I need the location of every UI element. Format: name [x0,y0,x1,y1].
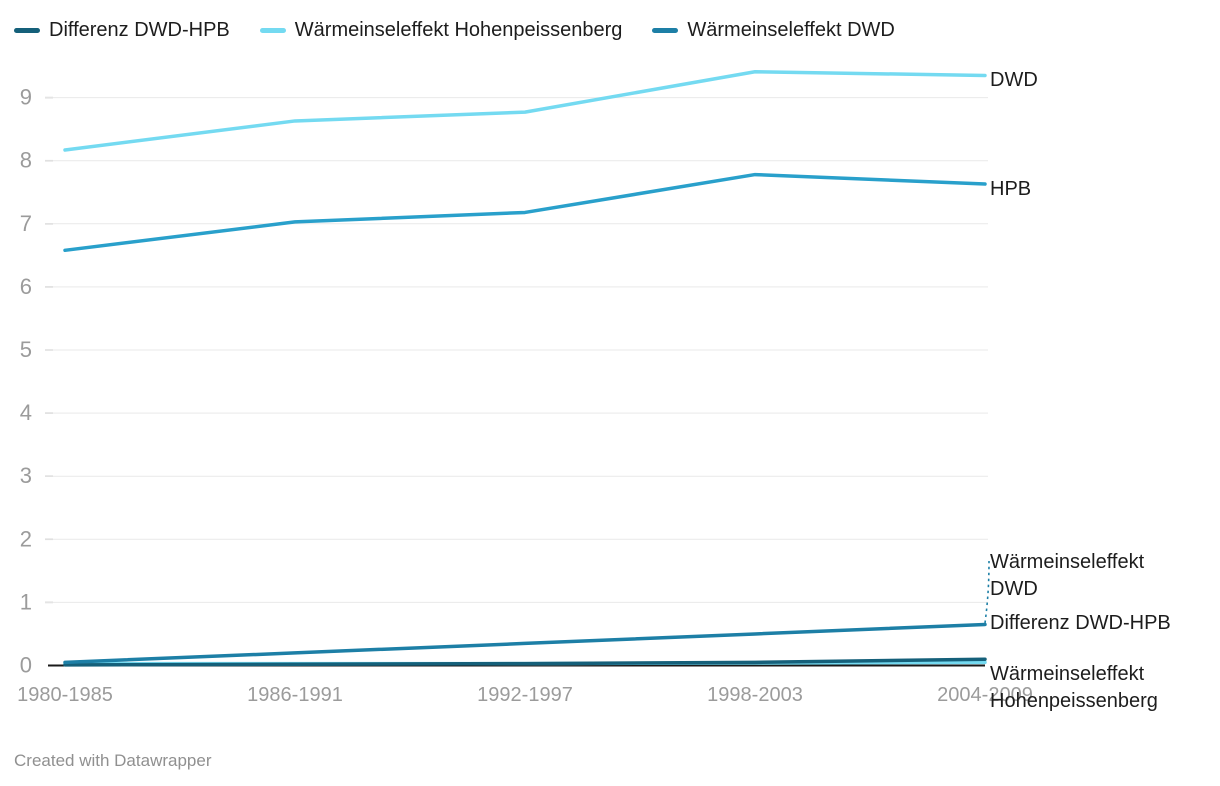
series-end-label-dwd: DWD [990,69,1038,91]
datawrapper-credit: Created with Datawrapper [14,751,212,770]
series-line-hpb [63,172,987,253]
y-tick-label: 2 [20,526,32,551]
legend-swatch-icon [259,27,286,33]
legend: Differenz DWD-HPB Wärmeinseleffekt Hohen… [14,18,895,42]
series-end-label-waermeinseleffekt-hohenpeissenberg: Wärmeinseleffekt Hohenpeissenberg [990,663,1158,712]
y-tick-label: 0 [20,653,32,678]
series-line-w-rmeinseleffekt-dwd [63,622,987,665]
y-tick-label: 6 [20,274,32,299]
legend-item-label: Wärmeinseleffekt DWD [687,19,895,41]
label-leader-line [984,560,990,624]
series-end-label-waermeinseleffekt-dwd: Wärmeinseleffekt DWD [990,551,1145,600]
y-tick-label: 3 [20,463,32,488]
y-tick-label: 7 [20,211,32,236]
series-line-dwd [63,69,987,152]
legend-swatch-icon [652,27,679,33]
x-tick-label: 1986-1991 [247,684,343,706]
x-tick-label: 1980-1985 [17,684,113,706]
legend-item-differenz-dwd-hpb: Differenz DWD-HPB [14,18,230,42]
legend-item-label: Differenz DWD-HPB [49,19,230,41]
x-tick-label: 2004-2009 [937,684,1033,706]
y-tick-label: 4 [20,400,32,425]
y-tick-label: 1 [20,589,32,614]
x-tick-label: 1998-2003 [707,684,803,706]
y-tick-label: 9 [20,85,32,110]
legend-item-waermeinseleffekt-dwd: Wärmeinseleffekt DWD [652,18,895,42]
legend-item-waermeinseleffekt-hohenpeissenberg: Wärmeinseleffekt Hohenpeissenberg [259,18,623,42]
series-end-label-hpb: HPB [990,178,1032,200]
y-tick-label: 8 [20,148,32,173]
legend-item-label: Wärmeinseleffekt Hohenpeissenberg [294,19,623,41]
y-tick-label: 5 [20,337,32,362]
series-line-differenz-dwd-hpb [63,657,987,667]
series-end-label-differenz-dwd-hpb: Differenz DWD-HPB [990,612,1171,634]
legend-swatch-icon [14,27,40,33]
x-tick-label: 1992-1997 [477,684,573,706]
